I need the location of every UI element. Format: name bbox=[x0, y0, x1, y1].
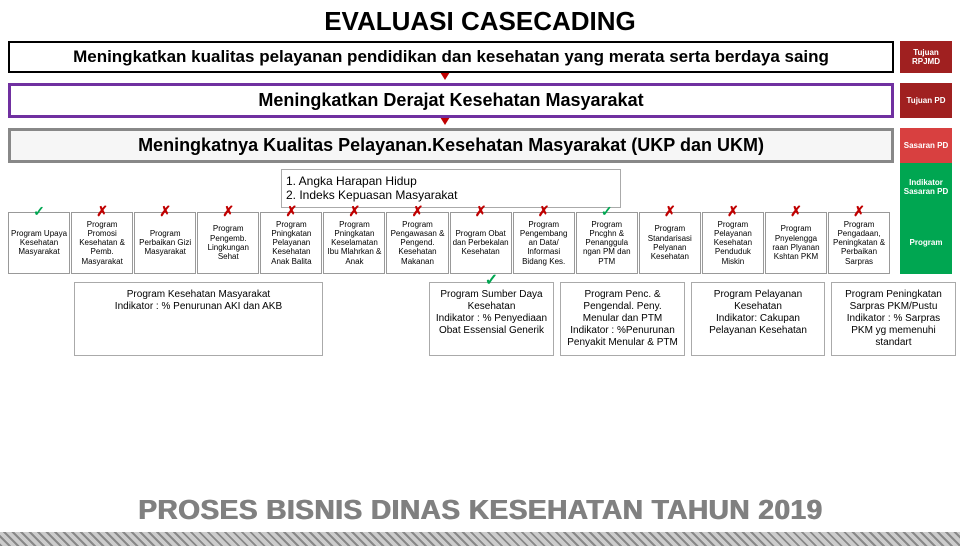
cross-icon: ✗ bbox=[475, 203, 487, 219]
program-box-6: Program Pengawasan & Pengend. Kesehatan … bbox=[386, 212, 448, 274]
bottom-box-0: Program Kesehatan MasyarakatIndikator : … bbox=[74, 282, 323, 356]
cross-icon: ✗ bbox=[538, 203, 550, 219]
cross-icon: ✗ bbox=[664, 203, 676, 219]
program-box-13: Program Pengadaan, Peningkatan & Perbaik… bbox=[828, 212, 890, 274]
cross-icon: ✗ bbox=[727, 203, 739, 219]
side-label-program: Program bbox=[900, 212, 952, 274]
program-box-9: Program Pncghn & Penanggula ngan PM dan … bbox=[576, 212, 638, 274]
bottom-box-1: Program Sumber Daya KesehatanIndikator :… bbox=[429, 282, 554, 356]
cross-icon: ✗ bbox=[159, 203, 171, 219]
check-icon: ✓ bbox=[601, 203, 613, 219]
check-icon: ✓ bbox=[33, 203, 45, 219]
program-box-3: Program Pengemb. Lingkungan Sehat✗ bbox=[197, 212, 259, 274]
side-label-indikator: Indikator Sasaran PD bbox=[900, 163, 952, 212]
bottom-box-4: Program Peningkatan Sarpras PKM/PustuInd… bbox=[831, 282, 956, 356]
arrow-down-icon bbox=[440, 117, 450, 125]
cross-icon: ✗ bbox=[96, 203, 108, 219]
program-box-1: Program Promosi Kesehatan & Pemb. Masyar… bbox=[71, 212, 133, 274]
page-title: EVALUASI CASECADING bbox=[0, 6, 960, 37]
indicator-line1: 1. Angka Harapan Hidup bbox=[286, 174, 616, 188]
program-box-11: Program Pelayanan Kesehatan Penduduk Mis… bbox=[702, 212, 764, 274]
arrow-down-icon bbox=[440, 72, 450, 80]
program-box-7: Program Obat dan Perbekalan Kesehatan✗ bbox=[450, 212, 512, 274]
cross-icon: ✗ bbox=[285, 203, 297, 219]
level-box-0: Meningkatkan kualitas pelayanan pendidik… bbox=[8, 41, 894, 73]
program-box-0: Program Upaya Kesehatan Masyarakat✓ bbox=[8, 212, 70, 274]
bottom-box-3: Program Pelayanan KesehatanIndikator: Ca… bbox=[691, 282, 825, 356]
program-box-12: Program Pnyelengga raan Plyanan Kshtan P… bbox=[765, 212, 827, 274]
program-box-2: Program Perbaikan Gizi Masyarakat✗ bbox=[134, 212, 196, 274]
side-label-0: Tujuan RPJMD bbox=[900, 41, 952, 73]
side-label-2: Sasaran PD bbox=[900, 128, 952, 163]
cross-icon: ✗ bbox=[412, 203, 424, 219]
level-box-1: Meningkatkan Derajat Kesehatan Masyaraka… bbox=[8, 83, 894, 118]
side-label-1: Tujuan PD bbox=[900, 83, 952, 118]
program-box-4: Program Pningkatan Pelayanan Kesehatan A… bbox=[260, 212, 322, 274]
footer-title: PROSES BISNIS DINAS KESEHATAN TAHUN 2019 bbox=[0, 494, 960, 526]
cross-icon: ✗ bbox=[853, 203, 865, 219]
cross-icon: ✗ bbox=[790, 203, 802, 219]
bottom-box-2: Program Penc. & Pengendal. Peny. Menular… bbox=[560, 282, 685, 356]
cross-icon: ✗ bbox=[222, 203, 234, 219]
program-box-8: Program Pengembang an Data/ Informasi Bi… bbox=[513, 212, 575, 274]
cross-icon: ✗ bbox=[349, 203, 361, 219]
program-box-5: Program Pningkatan Keselamatan Ibu Mlahr… bbox=[323, 212, 385, 274]
check-icon: ✓ bbox=[485, 271, 498, 290]
indicator-box: 1. Angka Harapan Hidup 2. Indeks Kepuasa… bbox=[281, 169, 621, 208]
level-box-2: Meningkatnya Kualitas Pelayanan.Kesehata… bbox=[8, 128, 894, 163]
indicator-line2: 2. Indeks Kepuasan Masyarakat bbox=[286, 188, 616, 202]
footer-hatch bbox=[0, 532, 960, 546]
program-box-10: Program Standarisasi Pelyanan Kesehatan✗ bbox=[639, 212, 701, 274]
